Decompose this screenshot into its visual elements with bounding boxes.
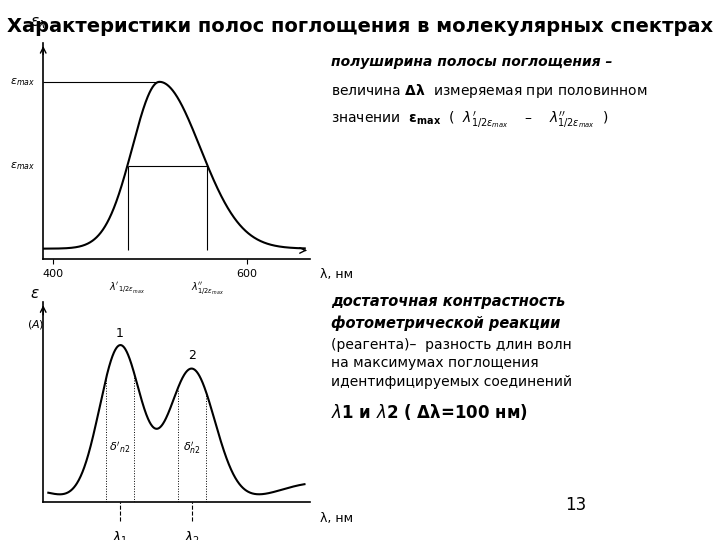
Text: $\lambda_2$: $\lambda_2$ — [184, 529, 199, 540]
Text: на максимумах поглощения: на максимумах поглощения — [331, 356, 539, 370]
Text: полуширина полосы поглощения –: полуширина полосы поглощения – — [331, 55, 613, 69]
Text: 2: 2 — [188, 349, 196, 362]
Text: $\lambda$1 и $\lambda$2 ( $\mathbf{\Delta\lambda}$=100 нм): $\lambda$1 и $\lambda$2 ( $\mathbf{\Delt… — [331, 402, 528, 422]
Text: $\delta^{\prime}_{n2}$: $\delta^{\prime}_{n2}$ — [183, 440, 201, 456]
Text: $\lambda^{\prime\prime}_{1/2\varepsilon_{max}}$: $\lambda^{\prime\prime}_{1/2\varepsilon_… — [191, 281, 224, 297]
Text: 13: 13 — [565, 496, 587, 514]
Text: идентифицируемых соединений: идентифицируемых соединений — [331, 375, 572, 389]
Text: $\varepsilon_\lambda$: $\varepsilon_\lambda$ — [30, 15, 45, 31]
Text: $\varepsilon_{max}$: $\varepsilon_{max}$ — [10, 76, 35, 87]
Text: $\lambda'_{1/2\varepsilon_{max}}$: $\lambda'_{1/2\varepsilon_{max}}$ — [109, 281, 145, 296]
Text: λ, нм: λ, нм — [320, 512, 354, 525]
Text: λ, нм: λ, нм — [320, 268, 354, 281]
Text: Характеристики полос поглощения в молекулярных спектрах: Характеристики полос поглощения в молеку… — [7, 17, 713, 36]
Text: фотометрической реакции: фотометрической реакции — [331, 316, 561, 332]
Text: 1: 1 — [116, 327, 124, 340]
Text: значении  $\boldsymbol{\varepsilon}_{\mathbf{max}}$  (  $\lambda^{\prime}_{1/2\v: значении $\boldsymbol{\varepsilon}_{\mat… — [331, 109, 609, 130]
Text: $\lambda_1$: $\lambda_1$ — [112, 529, 128, 540]
Text: $\varepsilon_{max}$: $\varepsilon_{max}$ — [10, 160, 35, 172]
Text: достаточная контрастность: достаточная контрастность — [331, 294, 565, 309]
Text: $\varepsilon$: $\varepsilon$ — [30, 286, 40, 301]
Text: $\delta'_{n2}$: $\delta'_{n2}$ — [109, 440, 130, 455]
Text: (реагента)–  разность длин волн: (реагента)– разность длин волн — [331, 338, 572, 352]
Text: $(A)$: $(A)$ — [27, 319, 44, 332]
Text: величина $\mathbf{\Delta\lambda}$  измеряемая при половинном: величина $\mathbf{\Delta\lambda}$ измеря… — [331, 82, 647, 100]
